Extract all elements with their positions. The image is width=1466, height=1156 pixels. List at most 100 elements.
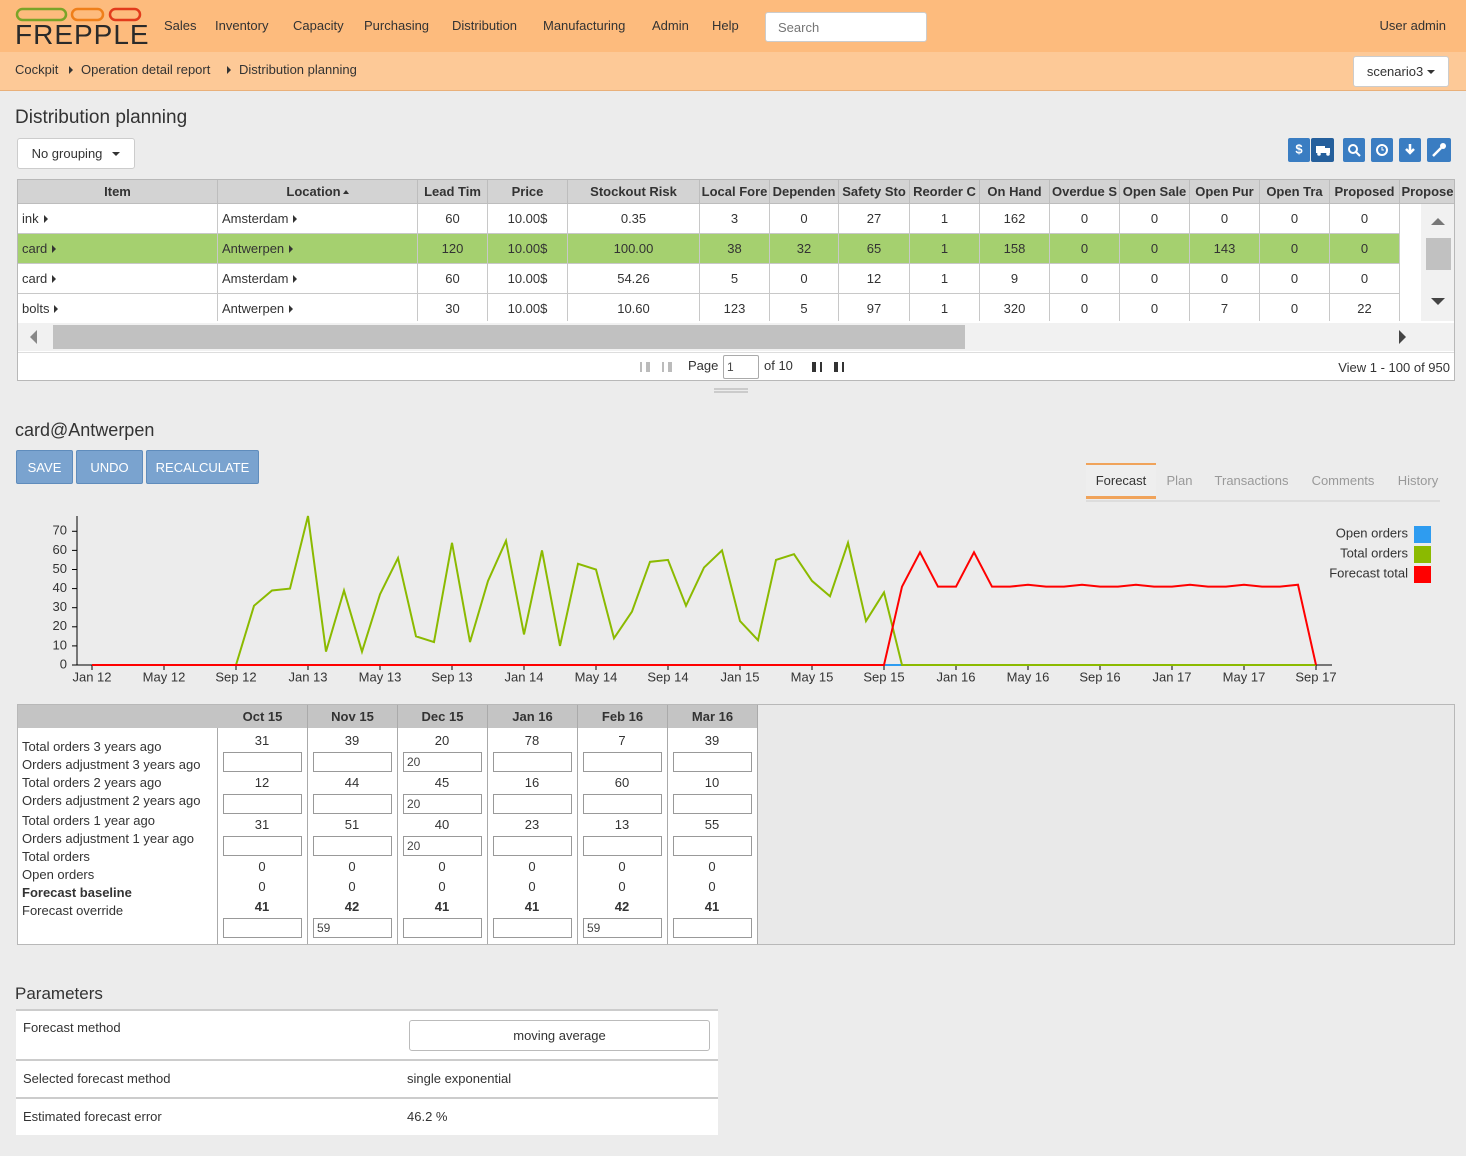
value-input[interactable] bbox=[583, 752, 662, 772]
column-header[interactable]: Overdue S bbox=[1050, 180, 1120, 204]
scroll-down[interactable] bbox=[1431, 298, 1445, 305]
scroll-left[interactable] bbox=[30, 330, 37, 344]
pager-button[interactable] bbox=[662, 362, 672, 372]
grid-cell[interactable]: 0 bbox=[1330, 204, 1400, 234]
menu-item[interactable]: Capacity bbox=[293, 18, 344, 33]
scroll-thumb[interactable] bbox=[1426, 238, 1451, 270]
value-input[interactable] bbox=[583, 918, 662, 938]
grid-cell[interactable]: 162 bbox=[980, 204, 1050, 234]
value-input[interactable] bbox=[223, 752, 302, 772]
grid-cell[interactable]: 10.00$ bbox=[488, 264, 568, 294]
grid-cell[interactable]: 100.00 bbox=[568, 234, 700, 264]
value-input[interactable] bbox=[673, 836, 752, 856]
grid-cell[interactable]: 5 bbox=[700, 264, 770, 294]
breadcrumb-item[interactable]: Distribution planning bbox=[239, 62, 357, 77]
grid-cell[interactable]: 3 bbox=[700, 204, 770, 234]
value-input[interactable] bbox=[313, 752, 392, 772]
time-button[interactable] bbox=[1371, 138, 1393, 162]
grid-cell[interactable]: 54.26 bbox=[568, 264, 700, 294]
grid-cell[interactable]: 0 bbox=[1120, 264, 1190, 294]
grid-cell[interactable]: 10.00$ bbox=[488, 234, 568, 264]
grid-cell[interactable]: 320 bbox=[980, 294, 1050, 321]
grid-cell[interactable]: 0 bbox=[1330, 234, 1400, 264]
grid-cell[interactable]: 12 bbox=[839, 264, 910, 294]
page-input[interactable] bbox=[723, 355, 759, 379]
logo[interactable]: FREPPLE bbox=[15, 19, 150, 51]
grid-cell[interactable]: 158 bbox=[980, 234, 1050, 264]
value-input[interactable] bbox=[403, 752, 482, 772]
column-header[interactable]: Location bbox=[218, 180, 418, 204]
action-button[interactable]: RECALCULATE bbox=[146, 450, 259, 484]
column-header[interactable]: Proposed bbox=[1330, 180, 1400, 204]
grid-cell[interactable]: 5 bbox=[770, 294, 839, 321]
column-header[interactable]: Safety Sto bbox=[839, 180, 910, 204]
value-input[interactable] bbox=[583, 836, 662, 856]
value-input[interactable] bbox=[673, 918, 752, 938]
value-input[interactable] bbox=[493, 836, 572, 856]
menu-item[interactable]: Manufacturing bbox=[543, 18, 625, 33]
grid-cell[interactable]: card bbox=[18, 234, 218, 264]
grid-cell[interactable]: 0 bbox=[1260, 294, 1330, 321]
grid-cell[interactable]: 0 bbox=[1190, 264, 1260, 294]
value-input[interactable] bbox=[493, 794, 572, 814]
tab[interactable]: Plan bbox=[1156, 463, 1203, 497]
tab[interactable]: History bbox=[1386, 463, 1450, 497]
grid-cell[interactable]: Amsterdam bbox=[218, 204, 418, 234]
breadcrumb-item[interactable]: Operation detail report bbox=[81, 62, 210, 77]
grid-cell[interactable]: 0 bbox=[1050, 204, 1120, 234]
menu-item[interactable]: Distribution bbox=[452, 18, 517, 33]
column-header[interactable]: Local Fore bbox=[700, 180, 770, 204]
grid-cell[interactable]: 7 bbox=[1190, 294, 1260, 321]
search-button[interactable] bbox=[1343, 138, 1365, 162]
scroll-thumb[interactable] bbox=[53, 325, 965, 349]
value-input[interactable] bbox=[223, 918, 302, 938]
grid-cell[interactable]: 1 bbox=[910, 294, 980, 321]
grid-cell[interactable]: 1 bbox=[910, 264, 980, 294]
grid-cell[interactable]: 1 bbox=[910, 204, 980, 234]
grid-cell[interactable]: 97 bbox=[839, 294, 910, 321]
search-input[interactable] bbox=[765, 12, 927, 42]
pager-button[interactable] bbox=[834, 362, 844, 372]
column-header[interactable]: Open Pur bbox=[1190, 180, 1260, 204]
grid-cell[interactable]: 0 bbox=[1120, 234, 1190, 264]
column-header[interactable]: Open Sale bbox=[1120, 180, 1190, 204]
menu-item[interactable]: Sales bbox=[164, 18, 197, 33]
grid-cell[interactable]: 123 bbox=[700, 294, 770, 321]
grid-cell[interactable]: 1 bbox=[910, 234, 980, 264]
grid-cell[interactable]: 0 bbox=[770, 204, 839, 234]
grid-cell[interactable]: Amsterdam bbox=[218, 264, 418, 294]
grid-cell[interactable]: 27 bbox=[839, 204, 910, 234]
value-input[interactable] bbox=[403, 836, 482, 856]
grid-cell[interactable]: 0 bbox=[1260, 264, 1330, 294]
grid-cell[interactable]: 30 bbox=[418, 294, 488, 321]
grid-cell[interactable]: 0 bbox=[1330, 264, 1400, 294]
menu-item[interactable]: Admin bbox=[652, 18, 689, 33]
grid-cell[interactable]: 65 bbox=[839, 234, 910, 264]
value-input[interactable] bbox=[493, 752, 572, 772]
value-input[interactable] bbox=[673, 794, 752, 814]
column-header[interactable]: Item bbox=[18, 180, 218, 204]
cost-button[interactable]: $ bbox=[1288, 138, 1310, 162]
grid-cell[interactable]: 9 bbox=[980, 264, 1050, 294]
value-input[interactable] bbox=[313, 836, 392, 856]
grid-cell[interactable]: 0 bbox=[1260, 204, 1330, 234]
scenario-select[interactable]: scenario3 bbox=[1353, 56, 1449, 87]
grid-cell[interactable]: 0 bbox=[1120, 204, 1190, 234]
grid-cell[interactable]: ink bbox=[18, 204, 218, 234]
value-input[interactable] bbox=[673, 752, 752, 772]
tab[interactable]: Comments bbox=[1300, 463, 1386, 497]
menu-item[interactable]: Inventory bbox=[215, 18, 268, 33]
grid-cell[interactable]: 0 bbox=[1050, 294, 1120, 321]
export-button[interactable] bbox=[1399, 138, 1421, 162]
action-button[interactable]: UNDO bbox=[76, 450, 143, 484]
splitter[interactable] bbox=[712, 386, 750, 396]
grid-cell[interactable]: 32 bbox=[770, 234, 839, 264]
pager-button[interactable] bbox=[812, 362, 822, 372]
action-button[interactable]: SAVE bbox=[16, 450, 73, 484]
grid-cell[interactable]: 60 bbox=[418, 264, 488, 294]
value-input[interactable] bbox=[223, 836, 302, 856]
value-input[interactable] bbox=[403, 794, 482, 814]
scroll-right[interactable] bbox=[1399, 330, 1406, 344]
grid-cell[interactable]: 10.00$ bbox=[488, 294, 568, 321]
column-header[interactable]: Open Tra bbox=[1260, 180, 1330, 204]
